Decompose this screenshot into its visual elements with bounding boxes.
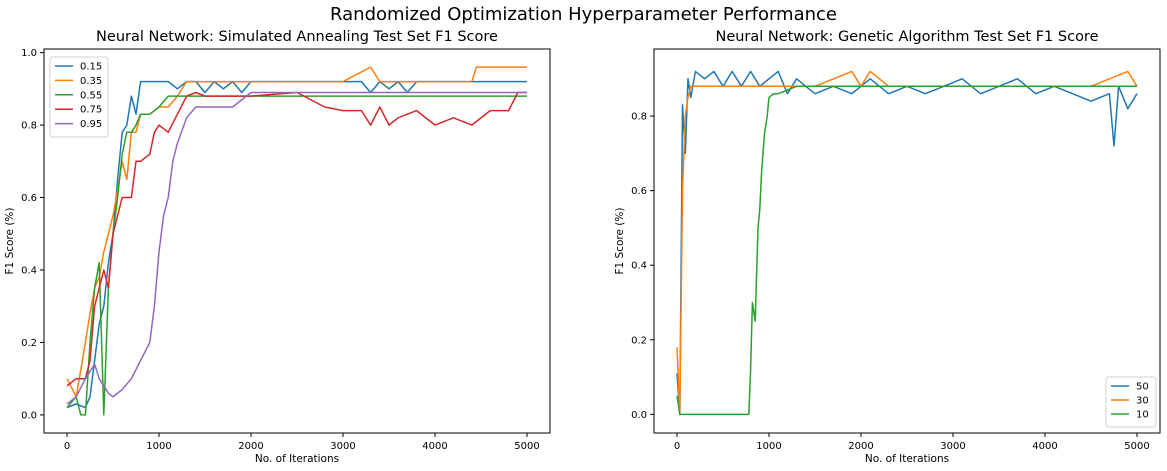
figure-suptitle: Randomized Optimization Hyperparameter P… [330,4,837,25]
x-axis-label: No. of Iterations [865,453,949,465]
x-tick-label: 1000 [756,441,781,452]
x-tick-label: 2000 [848,441,873,452]
x-tick-label: 1000 [146,441,171,452]
series-line-0.75 [66,91,527,387]
x-tick-label: 0 [64,441,70,452]
series-line-10 [676,85,1137,416]
y-tick-label: 0.2 [21,338,37,349]
legend-label: 0.55 [80,90,102,101]
x-tick-label: 3000 [330,441,355,452]
y-tick-label: 0.2 [631,335,647,346]
legend: 50 30 10 [1105,376,1157,428]
x-tick-label: 0 [674,441,680,452]
x-tick-label: 2000 [238,441,263,452]
legend-label: 0.75 [80,105,102,116]
y-tick-label: 0.4 [631,261,647,272]
y-tick-label: 0.8 [21,121,37,132]
y-tick-label: 0.6 [631,186,647,197]
y-tick-label: 0.0 [21,410,37,421]
plot-frame [653,48,1161,434]
y-tick-label: 0.6 [21,193,37,204]
series-line-50 [676,70,1138,416]
legend-label: 0.35 [80,76,102,87]
y-axis-label: F1 Score (%) [4,208,16,275]
legend-label: 50 [1136,382,1149,393]
y-tick-label: 0.0 [631,410,647,421]
x-tick-label: 4000 [422,441,447,452]
series-line-30 [676,70,1138,416]
series-line-0.55 [66,95,527,416]
ga-f1-chart: Neural Network: Genetic Algorithm Test S… [614,29,1161,465]
plot-frame [43,48,551,434]
legend-box [49,56,109,138]
y-tick-label: 0.8 [631,112,647,123]
x-tick-label: 5000 [1124,441,1149,452]
legend-label: 0.15 [80,62,102,73]
legend-label: 30 [1136,396,1149,407]
legend-label: 0.95 [80,119,102,130]
y-tick-label: 0.4 [21,265,37,276]
series-line-0.35 [66,66,527,398]
x-tick-label: 4000 [1032,441,1057,452]
sa-f1-chart: Neural Network: Simulated Annealing Test… [4,29,551,465]
x-axis-label: No. of Iterations [255,453,339,465]
chart-title: Neural Network: Genetic Algorithm Test S… [715,29,1098,45]
y-axis-label: F1 Score (%) [614,208,626,275]
x-tick-label: 5000 [514,441,539,452]
chart-title: Neural Network: Simulated Annealing Test… [96,29,498,45]
x-tick-label: 3000 [940,441,965,452]
series-line-0.95 [66,91,527,405]
legend: 0.15 0.35 0.55 0.75 0.95 [49,56,109,138]
legend-label: 10 [1136,410,1149,421]
y-tick-label: 1.0 [21,48,37,59]
